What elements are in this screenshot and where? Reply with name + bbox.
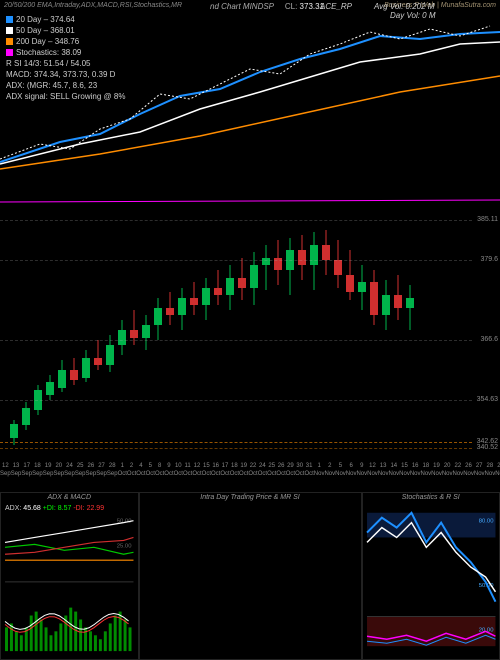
chart-name: nd Chart MINDSP: [210, 2, 274, 11]
panel-title-stoch: Stochastics & R SI: [363, 494, 500, 501]
stochastics-panel: Stochastics & R SI 80.0050.0020.00: [362, 492, 500, 660]
avg-vol: Avg Vol: 0.202 M: [374, 2, 434, 11]
svg-text:25.00: 25.00: [117, 543, 132, 549]
panel-title-adx: ADX & MACD: [1, 494, 138, 501]
intraday-panel: Intra Day Trading Price & MR SI: [139, 492, 362, 660]
ticker: ACE_RP: [320, 2, 352, 11]
header-left: 20/50/200 EMA,Intraday,ADX,MACD,RSI,Stoc…: [4, 2, 182, 9]
adx-macd-panel: ADX & MACD ADX: 45.68 +DI: 8.57 -DI: 22.…: [0, 492, 139, 660]
cl-label: CL:: [285, 2, 297, 11]
adx-values: ADX: 45.68 +DI: 8.57 -DI: 22.99: [5, 505, 104, 512]
ema-chart: [0, 14, 500, 204]
center-info: nd Chart MINDSP CL: 373.31: [210, 2, 324, 11]
candle-chart: 385.11379.6366.6354.63342.62340.52: [0, 210, 500, 460]
panel-title-mid: Intra Day Trading Price & MR SI: [140, 494, 361, 501]
svg-text:80.00: 80.00: [478, 519, 493, 525]
bottom-panels: ADX & MACD ADX: 45.68 +DI: 8.57 -DI: 22.…: [0, 492, 500, 660]
date-axis: 12Sep13Sep17Sep18Sep19Sep20Sep24Sep25Sep…: [0, 462, 472, 486]
